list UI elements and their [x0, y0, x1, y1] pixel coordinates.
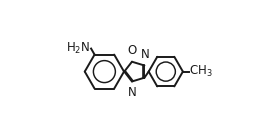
Text: CH$_3$: CH$_3$ [189, 64, 213, 79]
Text: N: N [128, 86, 137, 99]
Text: N: N [141, 48, 150, 61]
Text: O: O [127, 44, 137, 57]
Text: H$_2$N: H$_2$N [66, 41, 91, 56]
